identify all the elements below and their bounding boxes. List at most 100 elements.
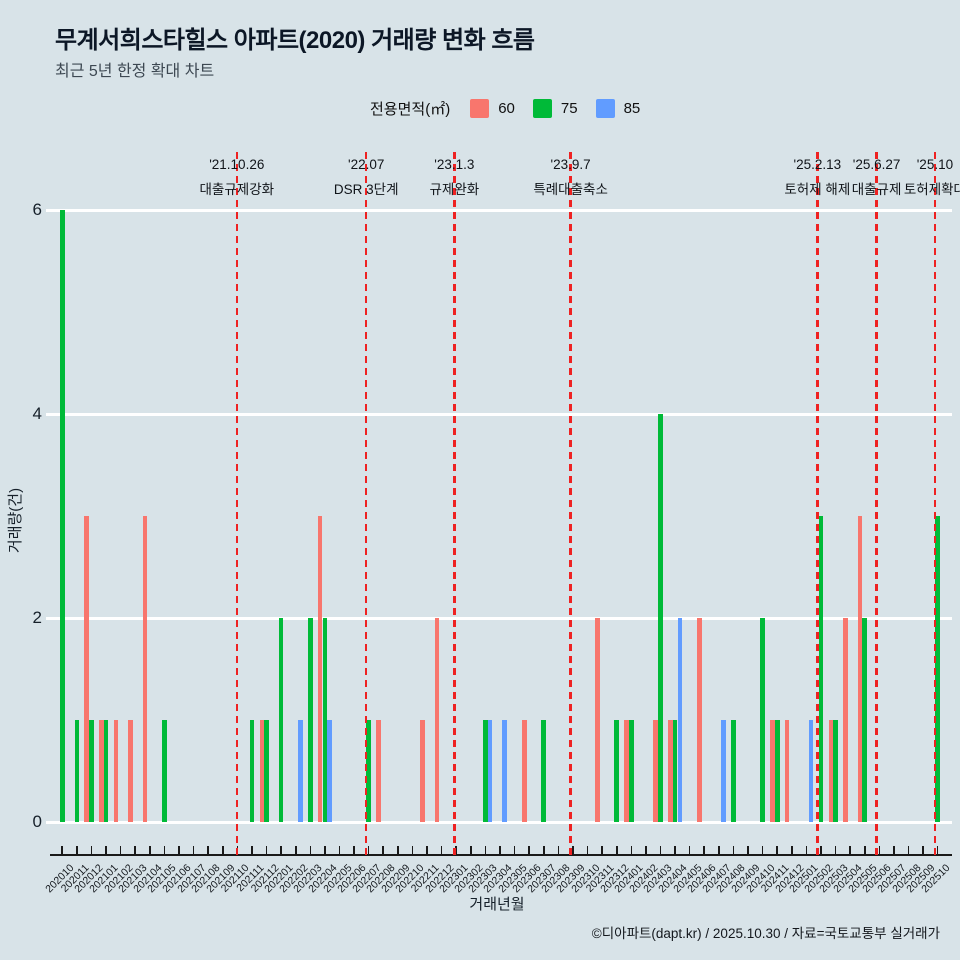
event-date: '25.10 — [916, 157, 954, 172]
x-tick — [674, 846, 676, 855]
bar-85-202404 — [677, 618, 683, 822]
x-tick — [192, 846, 195, 855]
x-tick — [630, 846, 633, 855]
bar-75-202207 — [366, 720, 371, 822]
gridline-y4 — [55, 412, 952, 416]
bar-60-202101 — [99, 720, 104, 822]
event-date: '23.1.3 — [434, 157, 475, 172]
x-tick — [61, 846, 64, 855]
bar-75-202510 — [935, 516, 940, 822]
legend-swatch-60 — [470, 98, 490, 118]
x-tick — [251, 846, 253, 855]
bar-75-202403 — [658, 414, 663, 822]
x-tick — [426, 846, 428, 855]
x-tick — [455, 846, 458, 855]
bar-60-202505 — [857, 516, 863, 822]
x-tick — [747, 846, 749, 855]
x-tick — [878, 846, 881, 855]
x-tick — [557, 846, 560, 855]
bar-75-202410 — [760, 618, 765, 822]
x-tick — [863, 846, 866, 855]
event-date: '25.2.13 — [793, 157, 842, 172]
bar-75-202011 — [74, 720, 80, 822]
bar-75-202401 — [629, 720, 634, 822]
bar-60-202104 — [142, 516, 148, 822]
bar-75-202408 — [731, 720, 736, 822]
bar-60-202208 — [376, 720, 381, 822]
x-tick — [90, 846, 93, 855]
event-line-2313 — [453, 152, 456, 856]
x-axis-title: 거래년월 — [469, 896, 525, 913]
x-tick — [732, 846, 735, 855]
event-label: 특례대출축소 — [533, 182, 608, 197]
legend-item-75[interactable]: 75 — [532, 98, 578, 118]
bar-60-202012 — [84, 516, 90, 822]
x-tick — [834, 846, 837, 855]
x-tick — [470, 846, 472, 855]
x-tick — [353, 846, 355, 855]
bar-60-202406 — [697, 618, 702, 822]
y-axis-title: 거래량(건) — [7, 487, 25, 553]
event-line-2397 — [569, 152, 572, 856]
x-tick — [119, 846, 122, 855]
event-date: '23.9.7 — [550, 157, 591, 172]
x-tick — [820, 846, 822, 855]
bar-75-202012 — [89, 720, 94, 822]
y-tick-label: 6 — [32, 200, 42, 219]
x-tick — [134, 846, 137, 855]
bar-75-202204 — [322, 618, 328, 822]
x-tick — [294, 846, 297, 855]
bar-75-202203 — [308, 618, 313, 822]
y-tick-label: 4 — [32, 404, 42, 423]
x-tick — [922, 846, 924, 855]
bar-60-202211 — [420, 720, 425, 822]
x-tick — [528, 846, 530, 855]
x-tick — [615, 846, 618, 855]
bar-85-202407 — [721, 720, 726, 822]
chart-subtitle: 최근 5년 한정 확대 차트 — [55, 63, 215, 80]
y-tick-mark — [46, 208, 55, 212]
x-tick — [411, 846, 414, 855]
x-axis-line — [50, 854, 952, 856]
event-line-2207 — [364, 152, 368, 856]
event-line-25213 — [816, 152, 819, 856]
event-line-2510 — [933, 152, 937, 856]
bar-75-202307 — [541, 720, 547, 822]
x-tick — [572, 846, 574, 855]
bar-85-202501 — [808, 720, 814, 822]
x-tick — [397, 846, 399, 855]
legend-label: 60 — [498, 99, 515, 117]
x-tick — [659, 846, 662, 855]
bar-85-202204 — [327, 720, 332, 822]
event-label: 규제완화 — [429, 182, 480, 197]
legend-item-85[interactable]: 85 — [595, 98, 640, 118]
bar-75-202201 — [278, 618, 284, 822]
footer-credit: ©디아파트(dapt.kr) / 2025.10.30 / 자료=국토교통부 실… — [591, 926, 940, 941]
page-title: 무계서희스타힐스 아파트(2020) 거래량 변화 흐름 — [55, 27, 535, 54]
bar-85-202202 — [298, 720, 303, 822]
bar-75-202502 — [818, 516, 824, 822]
bar-75-202010 — [59, 210, 65, 822]
bar-75-202303 — [483, 720, 488, 822]
x-tick — [936, 846, 939, 855]
bar-60-202411 — [770, 720, 775, 822]
y-tick-mark — [46, 412, 55, 416]
x-tick — [499, 846, 501, 855]
event-date: '21.10.26 — [209, 157, 265, 172]
event-date: '22.07 — [348, 157, 385, 172]
legend-item-60[interactable]: 60 — [470, 98, 515, 118]
bar-85-202303 — [487, 720, 493, 822]
bar-75-202503 — [833, 720, 838, 822]
x-tick — [484, 846, 487, 855]
x-tick — [76, 846, 78, 855]
bar-60-202311 — [595, 618, 600, 822]
event-label: 대출규제 — [851, 182, 902, 197]
x-tick — [849, 846, 851, 855]
x-tick — [791, 846, 793, 855]
x-tick — [805, 846, 808, 855]
x-tick — [440, 846, 443, 855]
x-tick — [149, 846, 151, 855]
y-tick-mark — [46, 616, 55, 620]
legend-title: 전용면적(㎡) — [370, 100, 451, 118]
